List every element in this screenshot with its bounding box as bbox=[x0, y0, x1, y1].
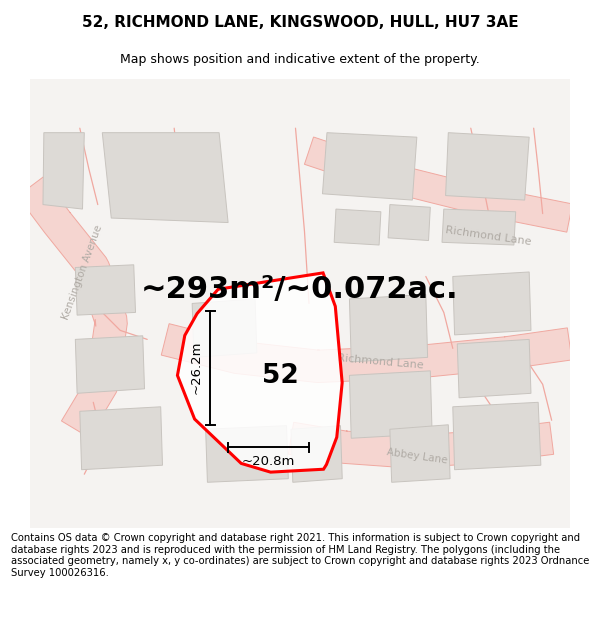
Polygon shape bbox=[457, 339, 531, 398]
Text: Map shows position and indicative extent of the property.: Map shows position and indicative extent… bbox=[120, 52, 480, 66]
Polygon shape bbox=[322, 132, 417, 200]
Text: Abbey Lane: Abbey Lane bbox=[386, 447, 448, 466]
Polygon shape bbox=[206, 426, 289, 483]
Polygon shape bbox=[102, 132, 228, 222]
Text: Contains OS data © Crown copyright and database right 2021. This information is : Contains OS data © Crown copyright and d… bbox=[11, 533, 589, 578]
Polygon shape bbox=[388, 204, 430, 241]
Polygon shape bbox=[442, 209, 516, 245]
Text: ~293m²/~0.072ac.: ~293m²/~0.072ac. bbox=[141, 276, 459, 304]
Text: Richmond Lane: Richmond Lane bbox=[445, 225, 532, 247]
Polygon shape bbox=[304, 137, 572, 232]
Polygon shape bbox=[349, 371, 432, 438]
Polygon shape bbox=[453, 402, 541, 470]
Polygon shape bbox=[349, 294, 428, 362]
Text: 52, RICHMOND LANE, KINGSWOOD, HULL, HU7 3AE: 52, RICHMOND LANE, KINGSWOOD, HULL, HU7 … bbox=[82, 14, 518, 29]
Polygon shape bbox=[178, 273, 342, 472]
Polygon shape bbox=[446, 132, 529, 200]
Text: ~26.2m: ~26.2m bbox=[189, 341, 202, 394]
Polygon shape bbox=[76, 265, 136, 315]
Polygon shape bbox=[17, 177, 127, 438]
Polygon shape bbox=[76, 336, 145, 393]
Polygon shape bbox=[291, 426, 342, 483]
Text: ~20.8m: ~20.8m bbox=[242, 455, 295, 468]
Text: Kensington Avenue: Kensington Avenue bbox=[61, 223, 104, 321]
Polygon shape bbox=[80, 407, 163, 470]
Polygon shape bbox=[192, 299, 257, 358]
Text: Richmond Lane: Richmond Lane bbox=[337, 353, 424, 371]
Polygon shape bbox=[453, 272, 531, 335]
Text: 52: 52 bbox=[262, 362, 299, 389]
Polygon shape bbox=[289, 422, 554, 468]
Polygon shape bbox=[334, 209, 381, 245]
Polygon shape bbox=[390, 425, 450, 483]
Polygon shape bbox=[43, 132, 84, 209]
Polygon shape bbox=[161, 324, 572, 382]
